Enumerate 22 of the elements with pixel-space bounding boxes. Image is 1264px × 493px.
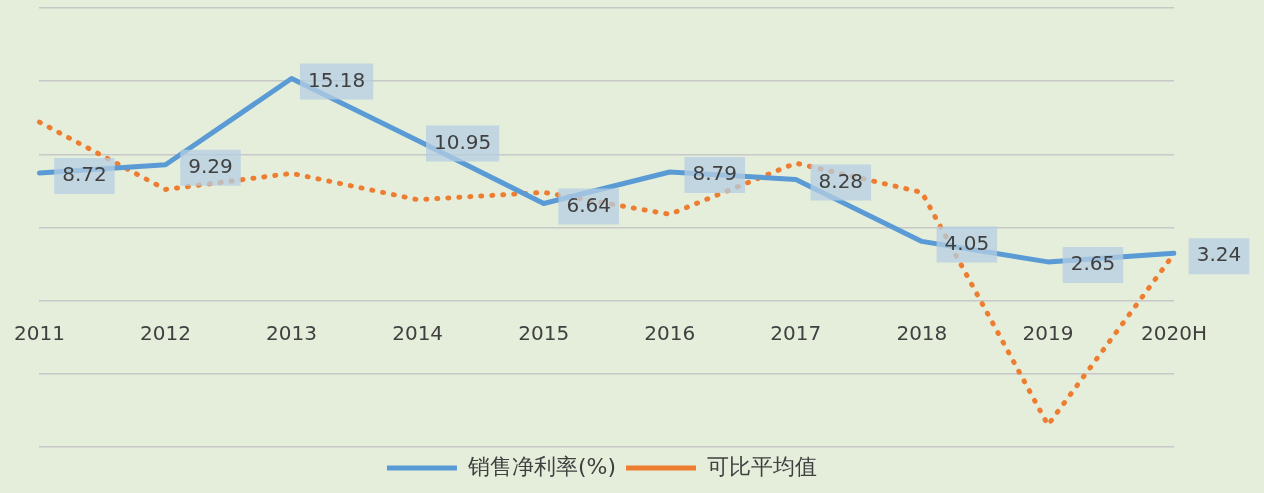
data-label: 8.79 [692, 161, 738, 186]
data-label: 8.72 [62, 162, 107, 187]
x-tick-label: 2020H [1141, 320, 1207, 345]
x-tick-label: 2016 [644, 320, 696, 345]
x-tick-label: 2012 [140, 320, 191, 345]
x-tick-label: 2014 [392, 320, 444, 345]
data-label: 6.64 [566, 192, 611, 217]
x-tick-label: 2018 [896, 320, 948, 345]
x-tick-label: 2013 [266, 320, 318, 345]
legend-label: 销售净利率(%) [466, 453, 617, 479]
data-label: 10.95 [434, 129, 492, 154]
data-label: 3.24 [1196, 242, 1242, 267]
x-tick-label: 2015 [518, 320, 570, 345]
data-label: 9.29 [188, 153, 233, 178]
x-tick-label: 2019 [1022, 320, 1074, 345]
legend-label: 可比平均值 [707, 453, 818, 479]
data-label: 2.65 [1070, 251, 1116, 276]
x-tick-label: 2017 [770, 320, 822, 345]
x-tick-label: 2011 [14, 320, 65, 345]
data-label: 4.05 [944, 230, 990, 255]
data-label: 15.18 [307, 67, 366, 92]
data-label: 8.28 [818, 168, 864, 193]
